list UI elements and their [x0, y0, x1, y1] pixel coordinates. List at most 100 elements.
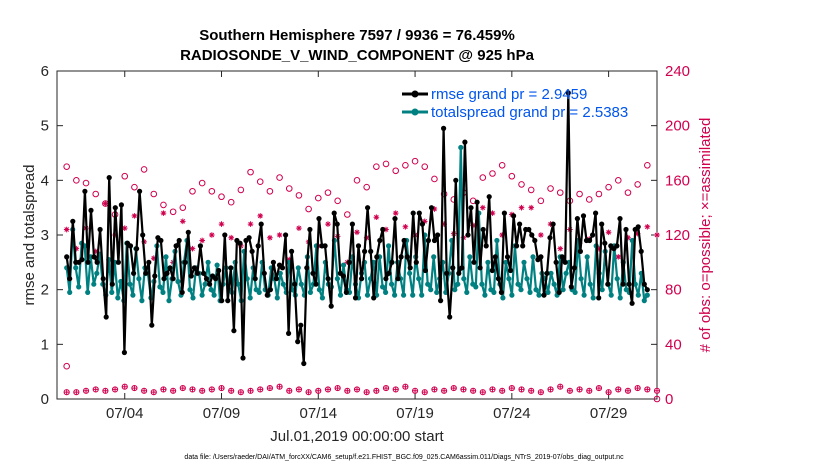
rmse-point — [623, 226, 629, 233]
possible-obs-marker — [247, 168, 254, 176]
bottom-possible-marker — [537, 389, 544, 396]
rmse-point — [456, 270, 462, 276]
rmse-point — [213, 276, 219, 282]
totalspread-point — [563, 270, 569, 276]
totalspread-point — [548, 270, 554, 276]
bottom-possible-marker — [324, 386, 332, 393]
rmse-point — [532, 237, 538, 244]
assimilated-obs-marker — [383, 226, 389, 233]
rmse-point — [477, 265, 483, 271]
totalspread-point — [211, 292, 217, 298]
rmse-point — [553, 259, 559, 265]
bottom-possible-marker — [334, 384, 341, 392]
y-tick-label: 3 — [41, 227, 49, 244]
rmse-point — [152, 273, 158, 279]
rmse-point — [559, 254, 565, 260]
totalspread-point — [73, 265, 79, 271]
rmse-point — [413, 259, 419, 265]
bottom-assimilated-marker — [490, 387, 495, 392]
rmse-point — [462, 139, 468, 145]
rmse-point — [176, 237, 182, 244]
rmse-point — [118, 202, 124, 208]
rmse-point — [365, 205, 371, 211]
possible-obs-marker — [634, 181, 641, 188]
rmse-point — [115, 259, 121, 265]
rmse-point — [279, 265, 286, 271]
bottom-assimilated-marker — [122, 384, 128, 390]
totalspread-point — [280, 281, 286, 287]
bottom-assimilated-marker — [199, 388, 205, 394]
rmse-point — [428, 205, 435, 211]
totalspread-point — [536, 292, 542, 298]
totalspread-point — [316, 287, 322, 293]
totalspread-point — [509, 292, 515, 298]
y-right-tick-label: 200 — [665, 118, 690, 135]
rmse-point — [264, 292, 270, 298]
bottom-possible-marker — [257, 386, 264, 393]
rmse-point — [629, 300, 635, 306]
rmse-point — [283, 232, 289, 238]
y-tick-label: 2 — [41, 282, 49, 299]
bottom-assimilated-marker — [315, 388, 321, 394]
bottom-possible-marker — [208, 386, 215, 393]
bottom-assimilated-marker — [422, 389, 428, 395]
totalspread-point — [247, 295, 253, 301]
y-right-tick-label: 240 — [665, 63, 690, 80]
rmse-point — [626, 281, 632, 287]
totalspread-point — [401, 292, 407, 298]
rmse-point — [216, 267, 222, 274]
rmse-point — [614, 243, 620, 249]
possible-obs-marker — [353, 177, 361, 184]
rmse-point — [422, 267, 428, 274]
x-tick-label: 07/14 — [300, 405, 338, 422]
rmse-point — [310, 270, 316, 276]
totalspread-point — [458, 144, 464, 151]
totalspread-point — [334, 276, 340, 282]
assimilated-obs-marker — [257, 213, 264, 219]
rmse-point — [507, 267, 514, 274]
rmse-point — [635, 224, 641, 230]
totalspread-point — [500, 295, 506, 301]
assimilated-obs-marker — [199, 237, 205, 244]
rmse-point — [94, 259, 100, 265]
rmse-point — [222, 232, 228, 238]
rmse-point — [88, 207, 94, 213]
totalspread-point — [386, 243, 392, 249]
bottom-assimilated-marker — [606, 389, 612, 395]
possible-obs-marker — [382, 160, 390, 168]
rmse-point — [346, 259, 352, 265]
assimilated-obs-marker — [325, 221, 331, 227]
bottom-possible-marker — [179, 384, 186, 392]
totalspread-point — [202, 281, 208, 287]
rmse-point — [197, 243, 203, 249]
rmse-point — [182, 259, 188, 265]
assimilated-obs-marker — [421, 218, 428, 225]
rmse-point — [237, 240, 243, 246]
possible-obs-marker — [605, 183, 612, 191]
legend-spread-marker — [411, 108, 419, 116]
assimilated-obs-marker — [605, 229, 612, 236]
bottom-possible-marker — [266, 384, 274, 392]
assimilated-obs-marker — [228, 234, 234, 241]
bottom-assimilated-marker — [325, 387, 331, 392]
bottom-possible-marker — [402, 383, 409, 390]
rmse-point — [641, 281, 647, 287]
rmse-point — [544, 270, 550, 276]
rmse-point — [498, 289, 504, 295]
rmse-point — [97, 226, 103, 233]
totalspread-point — [67, 289, 73, 295]
rmse-point — [112, 205, 118, 211]
possible-obs-marker — [411, 157, 419, 165]
totalspread-point — [298, 281, 304, 287]
totalspread-point — [419, 292, 425, 298]
rmse-point — [207, 281, 213, 287]
rmse-point — [249, 248, 255, 254]
bottom-possible-marker — [189, 386, 196, 393]
totalspread-point — [521, 259, 527, 265]
assimilated-obs-marker — [180, 218, 186, 225]
bottom-possible-marker — [111, 386, 119, 393]
rmse-point — [289, 248, 295, 254]
rmse-point — [410, 210, 416, 216]
bottom-assimilated-marker — [209, 387, 215, 392]
possible-obs-marker — [189, 187, 196, 195]
